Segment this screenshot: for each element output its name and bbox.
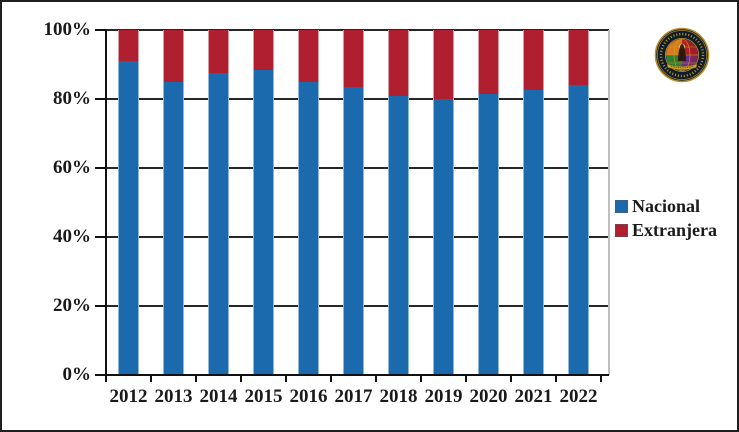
- bar-2018-nacional: [388, 95, 409, 375]
- bar-2013-nacional: [163, 81, 184, 375]
- x-axis-tick: [555, 374, 557, 382]
- legend-swatch-extranjera: [615, 223, 628, 237]
- y-axis-tick: [95, 29, 106, 31]
- x-axis-tick: [600, 374, 602, 382]
- seal-outer-gold-rim: [657, 30, 707, 80]
- x-axis-tick: [105, 374, 107, 382]
- x-axis-tick: [420, 374, 422, 382]
- x-axis-tick: [510, 374, 512, 382]
- bar-2021-extranjera: [523, 30, 544, 91]
- legend: Nacional Extranjera: [615, 194, 717, 242]
- bar-2015-nacional: [253, 69, 274, 375]
- y-axis-tick-label: 100%: [43, 19, 92, 40]
- organization-seal-logo: [654, 27, 710, 83]
- bar-2019-nacional: [433, 99, 454, 375]
- bar-2012-nacional: [118, 61, 139, 375]
- bar-2013-extranjera: [163, 30, 184, 82]
- y-axis-tick-label: 0%: [62, 364, 92, 385]
- x-axis-tick: [240, 374, 242, 382]
- x-axis-label-2016: 2016: [289, 386, 328, 407]
- x-axis-tick: [150, 374, 152, 382]
- y-axis-tick: [95, 305, 106, 307]
- bar-2019-extranjera: [433, 30, 454, 99]
- bar-2020-nacional: [478, 93, 499, 375]
- x-axis-label-2014: 2014: [199, 386, 238, 407]
- x-axis-tick: [330, 374, 332, 382]
- bar-2022-extranjera: [568, 30, 589, 86]
- x-axis-label-2021: 2021: [514, 386, 553, 407]
- x-axis-label-2018: 2018: [379, 386, 418, 407]
- legend-swatch-nacional: [615, 199, 628, 213]
- bar-2018-extranjera: [388, 30, 409, 96]
- bar-2017-extranjera: [343, 30, 364, 87]
- y-axis-tick: [95, 236, 106, 238]
- legend-item-extranjera: Extranjera: [615, 218, 717, 242]
- y-axis-tick-label: 60%: [53, 157, 91, 178]
- y-axis-tick-label: 20%: [53, 295, 91, 316]
- bar-2022-nacional: [568, 85, 589, 375]
- bar-2014-nacional: [208, 73, 229, 375]
- bar-2012-extranjera: [118, 30, 139, 62]
- x-axis-label-2017: 2017: [334, 386, 373, 407]
- seal-banner: [666, 63, 698, 70]
- y-axis-tick: [95, 167, 106, 169]
- x-axis-label-2013: 2013: [154, 386, 193, 407]
- x-axis-tick: [285, 374, 287, 382]
- x-axis-tick: [375, 374, 377, 382]
- x-axis-label-2019: 2019: [424, 386, 463, 407]
- seal-inner-ring: [664, 37, 700, 73]
- bar-2016-extranjera: [298, 30, 319, 82]
- bar-2014-extranjera: [208, 30, 229, 74]
- bar-2020-extranjera: [478, 30, 499, 94]
- y-axis-tick-label: 80%: [53, 88, 91, 109]
- bar-2017-nacional: [343, 86, 364, 375]
- plot-right-border: [608, 30, 610, 375]
- legend-label: Extranjera: [632, 219, 717, 240]
- y-axis-tick-label: 40%: [53, 226, 91, 247]
- x-axis-label-2012: 2012: [109, 386, 148, 407]
- x-axis-tick: [465, 374, 467, 382]
- bar-2015-extranjera: [253, 30, 274, 70]
- x-axis-line: [105, 374, 609, 376]
- y-axis-line: [105, 30, 107, 376]
- legend-item-nacional: Nacional: [615, 194, 717, 218]
- bar-2016-nacional: [298, 81, 319, 375]
- y-axis-tick: [95, 374, 106, 376]
- x-axis-label-2020: 2020: [469, 386, 508, 407]
- seal-ring-text: [659, 32, 705, 78]
- y-axis-tick: [95, 98, 106, 100]
- x-axis-tick: [195, 374, 197, 382]
- legend-label: Nacional: [632, 195, 701, 216]
- x-axis-label-2015: 2015: [244, 386, 283, 407]
- bar-2021-nacional: [523, 90, 544, 375]
- seal-central-figure: [678, 43, 686, 61]
- x-axis-label-2022: 2022: [559, 386, 598, 407]
